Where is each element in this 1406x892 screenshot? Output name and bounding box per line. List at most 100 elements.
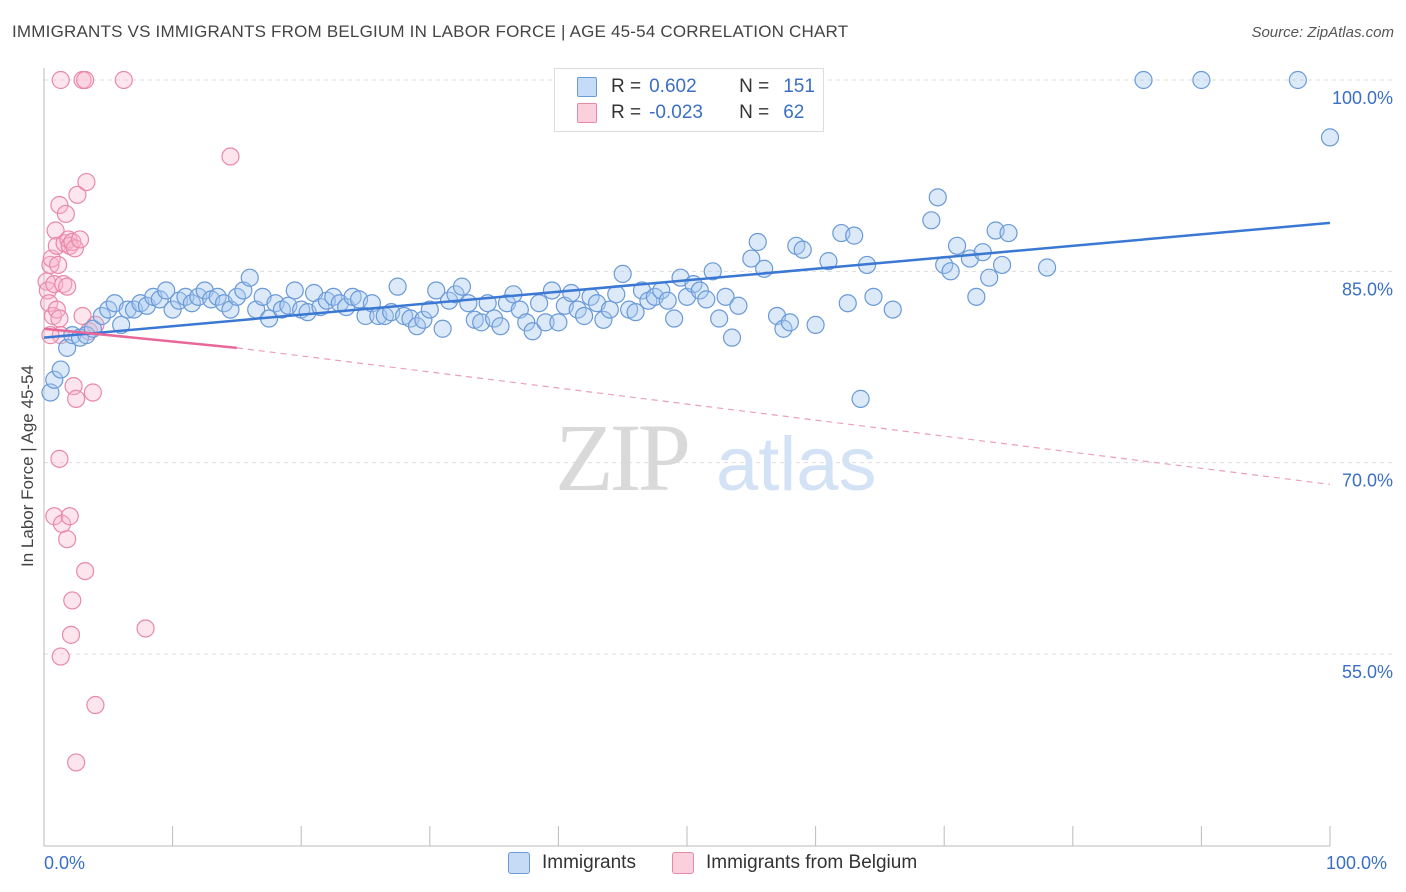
y-tick-label: 85.0% xyxy=(1342,279,1393,299)
point-belgium xyxy=(68,185,87,204)
y-tick-label: 70.0% xyxy=(1342,471,1393,491)
point-immigrants xyxy=(864,287,883,306)
y-tick-label: 100.0% xyxy=(1332,88,1393,108)
point-immigrants xyxy=(819,252,838,271)
point-immigrants xyxy=(285,281,304,300)
point-immigrants xyxy=(941,262,960,281)
point-belgium xyxy=(65,239,84,258)
legend-r-label: R = xyxy=(611,76,642,97)
point-belgium xyxy=(50,195,69,215)
point-belgium xyxy=(70,230,90,249)
point-belgium xyxy=(60,507,79,526)
point-immigrants xyxy=(150,290,169,309)
point-immigrants xyxy=(665,309,684,328)
point-immigrants xyxy=(710,309,729,328)
point-immigrants xyxy=(626,303,645,322)
legend-item-immigrants[interactable]: Immigrants xyxy=(508,852,636,874)
point-belgium xyxy=(67,389,86,408)
point-immigrants xyxy=(845,226,864,245)
point-immigrants xyxy=(45,370,64,389)
point-immigrants xyxy=(793,240,812,259)
point-immigrants xyxy=(414,310,433,329)
point-immigrants xyxy=(459,294,478,313)
point-belgium xyxy=(86,695,105,715)
point-immigrants xyxy=(922,211,941,230)
point-immigrants xyxy=(980,268,999,287)
point-belgium xyxy=(76,561,95,581)
point-belgium xyxy=(49,255,68,275)
point-immigrants xyxy=(427,281,446,300)
legend-n-label: N = xyxy=(739,102,770,123)
series-legend: Immigrants Immigrants from Belgium xyxy=(0,852,1406,878)
point-immigrants xyxy=(523,322,542,341)
point-immigrants xyxy=(883,300,902,319)
legend-swatch-immigrants xyxy=(508,852,530,874)
legend-n-value: 151 xyxy=(783,76,815,97)
point-belgium xyxy=(77,172,96,192)
correlation-legend: R = 0.602 N = 151 R = -0.023 N = 62 xyxy=(554,68,824,132)
watermark-atlas: atlas xyxy=(716,422,877,507)
point-belgium xyxy=(114,70,133,90)
point-immigrants xyxy=(729,296,748,315)
point-belgium xyxy=(56,204,75,224)
point-belgium xyxy=(61,625,81,644)
point-belgium xyxy=(136,619,155,638)
point-belgium xyxy=(51,647,70,666)
point-belgium xyxy=(83,383,102,402)
x-tick-label-max: 100.0% xyxy=(1326,853,1388,873)
trendline-belgium xyxy=(43,327,238,350)
legend-item-belgium[interactable]: Immigrants from Belgium xyxy=(672,852,917,874)
legend-swatch-belgium xyxy=(672,852,694,874)
point-immigrants xyxy=(51,360,70,379)
point-belgium xyxy=(63,591,82,610)
point-immigrants xyxy=(742,249,761,268)
point-immigrants xyxy=(420,300,439,319)
legend-n-label: N = xyxy=(739,76,770,97)
point-immigrants xyxy=(1192,70,1211,90)
source-label: Source: ZipAtlas.com xyxy=(1251,24,1394,41)
legend-swatch-pink xyxy=(577,103,597,123)
chart-title: IMMIGRANTS VS IMMIGRANTS FROM BELGIUM IN… xyxy=(12,22,849,41)
legend-swatch-blue xyxy=(577,77,597,97)
point-immigrants xyxy=(999,223,1018,243)
point-belgium xyxy=(51,70,70,90)
point-immigrants xyxy=(157,281,176,300)
point-immigrants xyxy=(1288,70,1307,90)
legend-r-label: R = xyxy=(611,102,642,123)
point-immigrants xyxy=(517,313,536,332)
legend-row-immigrants: R = 0.602 N = 151 xyxy=(577,74,815,100)
y-axis-title: In Labor Force | Age 45-54 xyxy=(18,365,37,567)
point-immigrants xyxy=(562,283,581,303)
legend-label-immigrants: Immigrants xyxy=(542,852,636,873)
point-immigrants xyxy=(947,236,967,255)
point-immigrants xyxy=(388,277,407,296)
point-immigrants xyxy=(600,300,619,319)
point-belgium xyxy=(45,507,64,526)
point-belgium xyxy=(41,255,60,275)
point-immigrants xyxy=(703,262,722,281)
point-immigrants xyxy=(1037,258,1057,277)
point-immigrants xyxy=(722,328,742,347)
point-immigrants xyxy=(806,315,825,335)
y-tick-label: 55.0% xyxy=(1342,662,1393,682)
point-belgium xyxy=(76,70,95,90)
point-belgium xyxy=(50,449,69,468)
point-immigrants xyxy=(452,277,472,296)
point-immigrants xyxy=(838,294,857,313)
point-immigrants xyxy=(716,287,735,306)
legend-label-belgium: Immigrants from Belgium xyxy=(706,852,918,873)
x-tick-label-min: 0.0% xyxy=(44,853,86,873)
point-immigrants xyxy=(530,294,549,313)
point-immigrants xyxy=(240,268,259,287)
point-immigrants xyxy=(658,291,677,310)
point-immigrants xyxy=(690,281,709,300)
point-immigrants xyxy=(491,317,510,336)
point-immigrants xyxy=(1134,70,1153,90)
point-belgium xyxy=(73,306,92,326)
legend-r-value: -0.023 xyxy=(649,102,703,123)
point-immigrants xyxy=(549,313,568,332)
point-immigrants xyxy=(928,188,947,207)
point-immigrants xyxy=(163,300,182,319)
point-immigrants xyxy=(697,290,716,309)
